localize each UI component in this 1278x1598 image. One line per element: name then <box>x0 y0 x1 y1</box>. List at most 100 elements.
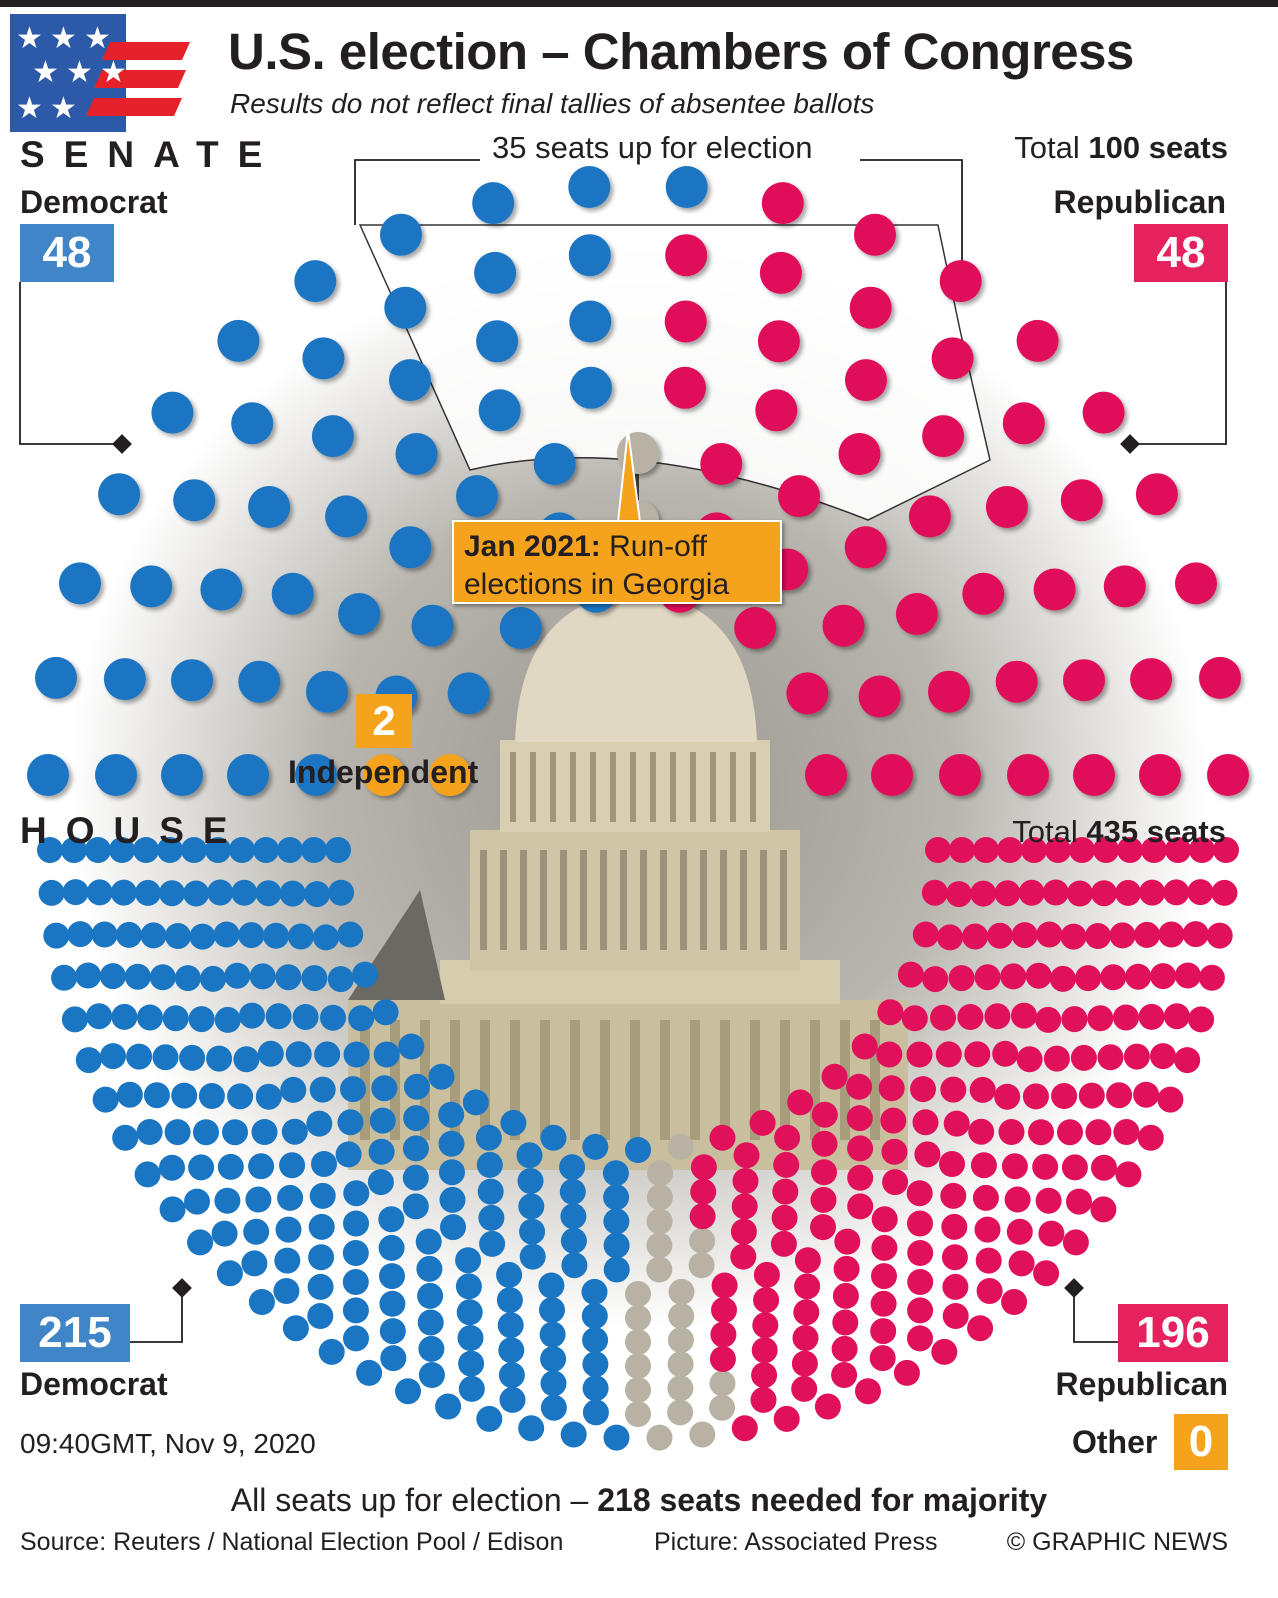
house-seat-democrat <box>416 1255 443 1282</box>
house-seat-republican <box>921 879 948 906</box>
house-seat-republican <box>751 1362 778 1389</box>
house-seat-republican <box>1163 1003 1190 1030</box>
house-seat-democrat <box>306 1110 333 1137</box>
senate-seat-democrat <box>456 475 498 518</box>
senate-seat-democrat <box>161 754 203 796</box>
house-seat-democrat <box>116 1081 143 1108</box>
house-seat-democrat <box>238 922 265 949</box>
house-seat-republican <box>901 1005 928 1032</box>
house-seat-republican <box>733 1142 760 1169</box>
senate-seat-republican <box>664 366 706 409</box>
house-seat-democrat <box>343 1325 369 1352</box>
senate-seat-democrat <box>447 672 490 715</box>
house-seat-democrat <box>207 879 234 906</box>
house-seat-democrat <box>233 1046 260 1073</box>
house-seat-republican <box>753 1261 780 1288</box>
house-seat-republican <box>976 1278 1003 1304</box>
house-seat-republican <box>1016 1046 1043 1073</box>
senate-seat-democrat <box>389 526 432 569</box>
senate-seat-republican <box>1082 391 1125 434</box>
house-seat-republican <box>1134 921 1160 948</box>
house-seat-democrat <box>224 962 251 989</box>
house-seat-democrat <box>277 1184 304 1211</box>
house-seat-democrat <box>116 921 142 948</box>
house-seat-republican <box>834 1228 861 1255</box>
house-seat-democrat <box>367 1169 394 1196</box>
senate-seat-republican <box>1175 562 1217 605</box>
house-seat-democrat <box>159 1154 185 1181</box>
senate-seat-democrat <box>665 166 708 208</box>
senate-seat-republican <box>761 182 804 225</box>
house-seat-republican <box>972 1184 999 1211</box>
callout-pointer <box>616 430 642 523</box>
house-seat-democrat <box>318 1338 345 1365</box>
house-seat-republican <box>1036 921 1063 948</box>
house-seat-democrat <box>241 1250 268 1277</box>
house-seat-republican <box>1187 879 1214 906</box>
house-democrat-label: Democrat <box>20 1366 168 1402</box>
house-seat-undecided <box>667 1375 694 1402</box>
house-seat-democrat <box>379 1290 406 1317</box>
house-seat-republican <box>1028 1119 1054 1146</box>
house-seat-democrat <box>251 1119 278 1145</box>
house-seat-democrat <box>435 1393 462 1420</box>
senate-democrat-count: 48 <box>20 224 114 282</box>
senate-seats <box>27 166 1249 796</box>
house-seat-republican <box>930 1004 956 1031</box>
senate-seat-democrat <box>568 166 611 208</box>
house-seat-democrat <box>274 1247 301 1274</box>
house-seat-democrat <box>496 1287 523 1314</box>
house-seat-republican <box>1022 1083 1049 1110</box>
senate-seat-democrat <box>95 754 137 796</box>
senate-seat-democrat <box>59 562 101 605</box>
senate-seat-democrat <box>478 389 521 432</box>
house-seat-democrat <box>214 1187 241 1214</box>
house-seat-republican <box>711 1272 738 1299</box>
leader-marker <box>1120 434 1140 454</box>
house-seat-republican <box>1025 962 1052 989</box>
house-seat-democrat <box>67 921 94 948</box>
house-seat-democrat <box>263 922 289 949</box>
house-seat-republican <box>942 1303 969 1329</box>
house-seat-democrat <box>519 1243 546 1270</box>
house-seat-republican <box>1091 1154 1117 1181</box>
house-seat-democrat <box>477 1178 504 1205</box>
house-seat-undecided <box>625 1281 651 1307</box>
senate-seat-republican <box>854 213 896 256</box>
house-seat-undecided <box>667 1351 694 1378</box>
house-seat-republican <box>987 922 1013 949</box>
house-seat-republican <box>1157 1086 1184 1113</box>
house-seat-democrat <box>500 1109 527 1136</box>
house-seat-democrat <box>603 1232 630 1259</box>
house-seats <box>37 837 1239 1451</box>
senate-seat-republican <box>838 433 881 475</box>
house-seat-republican <box>1066 880 1093 907</box>
house-seat-republican <box>831 1362 858 1388</box>
senate-democrat-leader <box>19 282 120 445</box>
house-seat-republican <box>994 880 1021 907</box>
senate-seat-democrat <box>474 251 517 294</box>
house-seat-republican <box>931 1338 958 1365</box>
house-seat-republican <box>997 837 1023 863</box>
house-seat-undecided <box>646 1424 673 1451</box>
house-seat-democrat <box>187 1229 214 1256</box>
senate-seat-republican <box>759 251 802 294</box>
house-seat-democrat <box>560 1227 587 1254</box>
house-seat-republican <box>847 1193 874 1220</box>
house-seat-republican <box>880 1107 907 1134</box>
house-seat-republican <box>877 999 904 1026</box>
house-total: Total 435 seats <box>1012 814 1226 850</box>
house-seat-republican <box>1043 1045 1070 1072</box>
house-seat-democrat <box>159 880 185 907</box>
house-seat-democrat <box>109 837 135 863</box>
senate-up-for-election: 35 seats up for election <box>488 130 817 166</box>
senate-seat-republican <box>1139 754 1181 796</box>
house-seat-democrat <box>455 1247 482 1274</box>
house-seat-democrat <box>343 1210 369 1237</box>
senate-seat-republican <box>849 286 892 329</box>
house-seat-republican <box>1123 1043 1150 1070</box>
house-seat-democrat <box>164 1119 191 1146</box>
senate-seat-democrat <box>238 660 281 703</box>
up-for-election-bracket-left <box>354 159 480 225</box>
senate-seat-democrat <box>35 656 77 699</box>
